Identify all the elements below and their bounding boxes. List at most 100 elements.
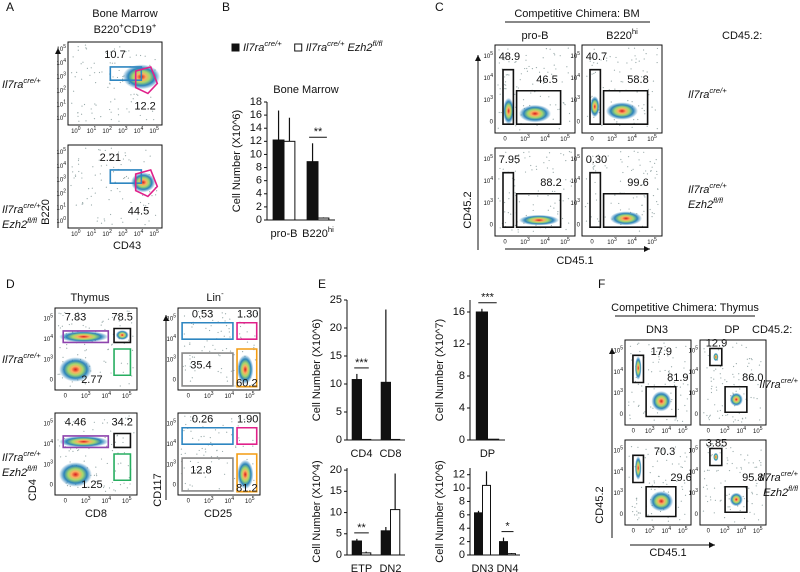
tick-label: 0: [590, 137, 594, 143]
event-dot: [57, 325, 60, 327]
event-dot: [635, 497, 638, 500]
tick-base: 10: [44, 336, 51, 342]
tick-exp: 3: [490, 198, 493, 204]
tick-label: 104: [627, 134, 637, 142]
event-dot: [196, 469, 198, 471]
event-dot: [184, 452, 186, 454]
event-dot: [499, 93, 501, 95]
event-dot: [547, 209, 549, 211]
event-dot: [217, 370, 219, 373]
tick-exp: 5: [567, 134, 570, 140]
event-dot: [183, 345, 186, 347]
event-dot: [499, 88, 501, 90]
event-dot: [221, 450, 224, 453]
superscript: cre/+: [23, 201, 41, 210]
event-dot: [60, 456, 62, 458]
event-dot: [737, 419, 739, 422]
tick-label: 0: [503, 240, 507, 246]
event-dot: [246, 458, 248, 461]
event-dot: [672, 357, 674, 359]
event-dot: [122, 371, 124, 373]
event-dot: [594, 181, 596, 184]
tick-base: 10: [87, 129, 94, 135]
event-dot: [615, 56, 617, 59]
tick-label: 101: [57, 203, 67, 211]
event-dot: [183, 430, 185, 432]
event-dot: [651, 106, 653, 108]
bar: [474, 512, 483, 556]
tick-label: 105: [245, 391, 255, 399]
event-dot: [656, 170, 658, 173]
event-dot: [242, 445, 244, 447]
event-dot: [738, 379, 740, 381]
tick-label: 105: [614, 346, 624, 354]
tick-base: 10: [662, 529, 669, 535]
event-dot: [548, 159, 550, 162]
event-dot: [553, 64, 555, 66]
event-dot: [656, 460, 659, 462]
tick-exp: 3: [125, 229, 128, 235]
event-dot: [610, 202, 612, 204]
event-dot: [222, 424, 224, 426]
event-dot: [562, 154, 565, 156]
event-dot: [122, 221, 124, 223]
event-dot: [662, 449, 664, 451]
event-dot: [756, 493, 758, 496]
event-dot: [675, 346, 677, 349]
panel-letter: C: [435, 0, 444, 14]
event-dot: [528, 194, 530, 197]
event-dot: [114, 98, 116, 100]
superscript: fl/fl: [373, 39, 383, 48]
event-dot: [128, 339, 130, 341]
gate-value: 95.8: [742, 472, 763, 484]
event-dot: [666, 459, 668, 461]
event-dot: [113, 166, 115, 168]
event-dot: [197, 461, 199, 464]
gate: [645, 385, 677, 418]
y-tick-label: 6: [459, 509, 465, 521]
tick-label: 103: [167, 460, 177, 468]
event-dot: [745, 417, 747, 419]
event-dot: [628, 404, 630, 406]
event-dot: [708, 469, 710, 471]
event-dot: [760, 449, 762, 451]
event-dot: [651, 484, 653, 486]
event-dot: [686, 410, 688, 412]
tick-base: 10: [57, 219, 64, 225]
event-dot: [110, 147, 112, 149]
event-dot: [182, 365, 184, 368]
event-dot: [526, 70, 529, 72]
event-dot: [749, 511, 751, 513]
event-dot: [642, 49, 645, 51]
y-axis-label: Cell Number (X10^7): [434, 319, 446, 421]
event-dot: [706, 469, 709, 471]
event-dot: [725, 447, 727, 450]
event-dot: [709, 496, 712, 498]
y-tick-label: 10: [330, 378, 342, 390]
event-dot: [238, 437, 240, 439]
event-dot: [193, 469, 195, 472]
event-dot: [680, 500, 682, 502]
event-dot: [560, 152, 562, 155]
event-dot: [203, 435, 205, 437]
event-dot: [586, 115, 589, 117]
x-tick-label: ETP: [351, 563, 372, 572]
event-dot: [93, 421, 95, 423]
genotype-label: Il7racre/+: [688, 181, 727, 196]
event-dot: [630, 169, 633, 172]
event-dot: [57, 439, 59, 441]
event-dot: [508, 198, 510, 200]
event-dot: [222, 349, 224, 351]
panel-title: Competitive Chimera: Thymus: [611, 302, 759, 314]
event-dot: [151, 195, 153, 197]
event-dot: [111, 343, 113, 345]
event-dot: [655, 447, 657, 449]
tick-exp: 5: [654, 134, 657, 140]
event-dot: [667, 370, 670, 373]
superscript: +: [119, 21, 124, 30]
event-dot: [119, 484, 122, 486]
column-label: Thymus: [70, 292, 110, 304]
y-axis-label: CD4: [27, 479, 39, 501]
event-dot: [619, 71, 621, 73]
event-dot: [555, 104, 557, 106]
